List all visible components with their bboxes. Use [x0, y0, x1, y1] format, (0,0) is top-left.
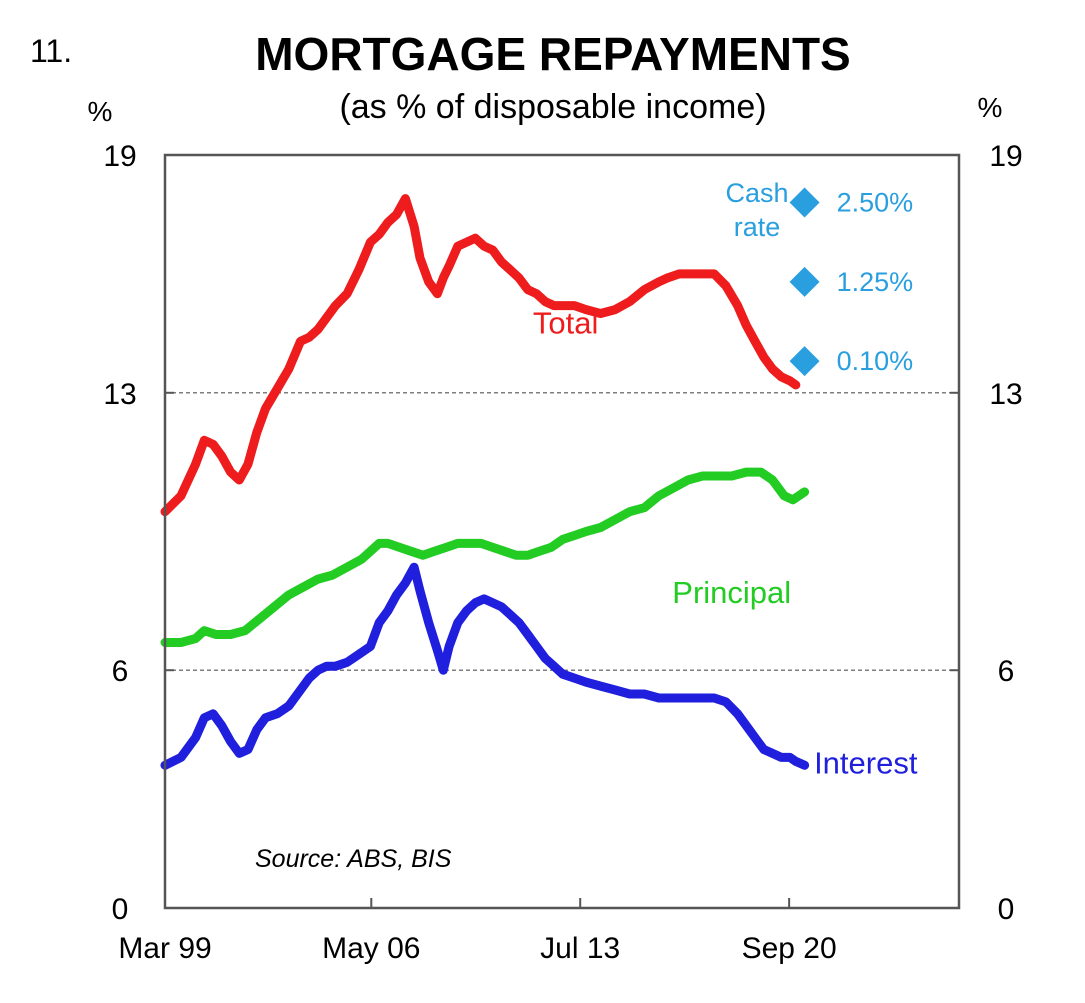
series-label-principal: Principal — [672, 575, 791, 610]
cash-rate-marker — [789, 187, 820, 218]
series-line-total — [160, 194, 801, 517]
series-line-principal — [160, 467, 810, 647]
cash-rate-markers: Cash rate 2.50% 1.25% 0.10% — [725, 178, 914, 377]
series-line-interest — [160, 562, 810, 770]
x-tick-label: Jul 13 — [540, 932, 620, 965]
chart-subtitle: (as % of disposable income) — [339, 88, 766, 126]
chart-number: 11. — [30, 33, 72, 69]
series-labels: Total Principal Interest — [533, 305, 918, 780]
y-tick-label-left: 13 — [103, 378, 136, 411]
y-axis-unit-right: % — [978, 92, 1003, 123]
cash-rate-label-line2: rate — [734, 212, 781, 242]
y-tick-label-right: 13 — [989, 378, 1022, 411]
x-tick-label: Mar 99 — [118, 932, 211, 965]
y-tick-label-right: 0 — [998, 893, 1015, 926]
x-tick-label: May 06 — [322, 932, 420, 965]
cash-rate-label-line1: Cash — [725, 178, 788, 208]
cash-rate-marker — [789, 266, 820, 297]
plot-frame — [163, 153, 961, 910]
y-tick-label-right: 19 — [989, 140, 1022, 173]
series-layer — [160, 194, 810, 770]
source-annotation: Source: ABS, BIS — [255, 845, 452, 873]
cash-rate-value-label: 1.25% — [837, 267, 914, 297]
y-tick-label-right: 6 — [998, 655, 1015, 688]
chart-title: MORTGAGE REPAYMENTS — [255, 28, 851, 80]
y-tick-label-left: 0 — [112, 893, 129, 926]
cash-rate-value-label: 2.50% — [837, 188, 914, 218]
series-label-interest: Interest — [814, 745, 918, 780]
series-label-total: Total — [533, 305, 598, 340]
y-axis-unit-left: % — [88, 96, 113, 127]
x-axis-ticks: Mar 99 May 06 Jul 13 Sep 20 — [118, 898, 837, 965]
cash-rate-value-label: 0.10% — [837, 346, 914, 376]
y-tick-label-left: 6 — [112, 655, 129, 688]
gridlines — [165, 392, 959, 671]
y-tick-label-left: 19 — [103, 140, 136, 173]
x-tick-label: Sep 20 — [742, 932, 837, 965]
cash-rate-marker — [789, 346, 820, 377]
y-axis-ticks: 0 0 6 6 13 13 19 19 — [103, 140, 1022, 926]
